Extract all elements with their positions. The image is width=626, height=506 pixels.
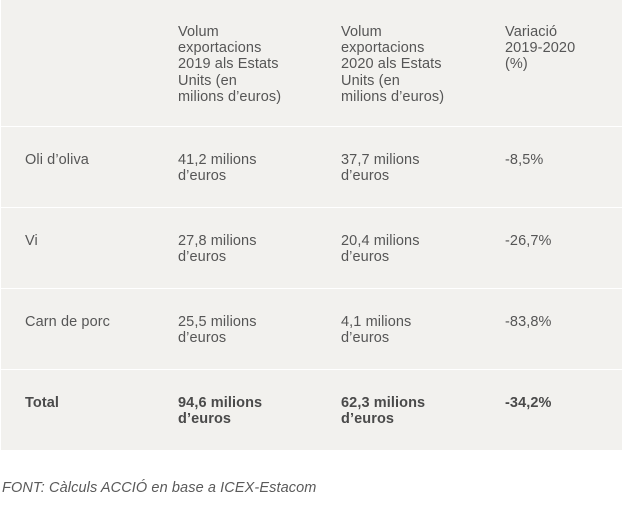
cell-volume-2020: 37,7 milions d’euros	[341, 152, 420, 185]
total-volume-2020: 62,3 milions d’euros	[341, 395, 426, 428]
table-row: Vi 27,8 milions d’euros 20,4 milions d’e…	[1, 208, 622, 289]
cell-volume-2020: 4,1 milions d’euros	[341, 314, 412, 347]
table-row: Oli d’oliva 41,2 milions d’euros 37,7 mi…	[1, 127, 622, 208]
cell-variation: -26,7%	[505, 233, 552, 249]
cell-product: Oli d’oliva	[25, 152, 89, 168]
cell-product: Vi	[25, 233, 38, 249]
cell-variation: -8,5%	[505, 152, 544, 168]
table-row: Carn de porc 25,5 milions d’euros 4,1 mi…	[1, 289, 622, 370]
cell-volume-2019: 41,2 milions d’euros	[178, 152, 257, 185]
table-total-row: Total 94,6 milions d’euros 62,3 milions …	[1, 370, 622, 450]
header-cell-volume-2019: Volum exportacions 2019 als Estats Units…	[178, 24, 282, 105]
cell-volume-2019: 27,8 milions d’euros	[178, 233, 257, 266]
cell-volume-2020: 20,4 milions d’euros	[341, 233, 420, 266]
source-note: FONT: Càlculs ACCIÓ en base a ICEX-Estac…	[2, 480, 317, 496]
exports-table: Volum exportacions 2019 als Estats Units…	[1, 0, 622, 450]
total-label: Total	[25, 395, 60, 411]
total-variation: -34,2%	[505, 395, 552, 411]
header-cell-volume-2020: Volum exportacions 2020 als Estats Units…	[341, 24, 445, 105]
total-volume-2019: 94,6 milions d’euros	[178, 395, 263, 428]
header-cell-variation: Variació 2019-2020 (%)	[505, 24, 576, 73]
cell-variation: -83,8%	[505, 314, 552, 330]
table-header-row: Volum exportacions 2019 als Estats Units…	[1, 0, 622, 127]
cell-product: Carn de porc	[25, 314, 111, 330]
cell-volume-2019: 25,5 milions d’euros	[178, 314, 257, 347]
